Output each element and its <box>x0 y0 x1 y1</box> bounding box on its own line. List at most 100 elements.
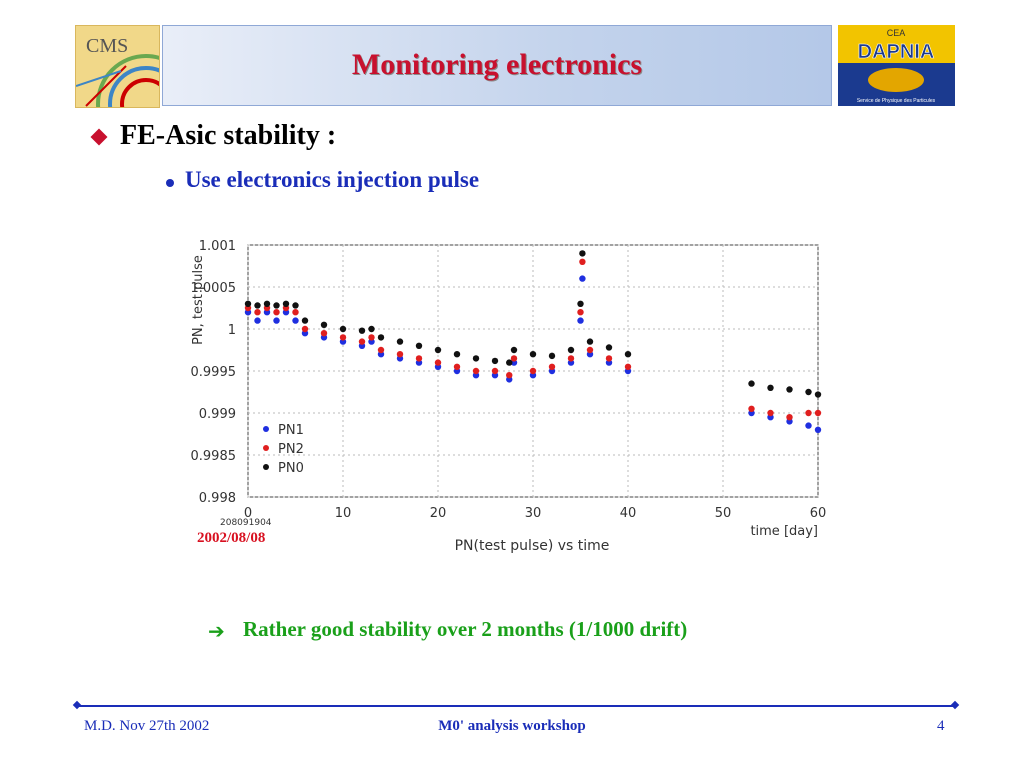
data-point-pn2 <box>579 258 586 265</box>
data-point-pn0 <box>786 386 793 393</box>
data-point-pn0 <box>767 384 774 391</box>
data-point-pn0 <box>491 357 499 365</box>
pn-stability-chart: 0.998 0.9985 0.999 0.9995 1 1.0005 1.001 0 10 20… <box>191 239 827 554</box>
y-tick-label: 1.0005 <box>191 281 237 296</box>
date-annotation: 2002/08/08 <box>197 530 266 546</box>
conclusion-text: Rather good stability over 2 months (1/1… <box>243 617 688 641</box>
data-point-pn0 <box>301 317 309 324</box>
x-tick-label: 60 <box>810 506 827 521</box>
data-point-pn0 <box>510 346 518 354</box>
data-point-pn0 <box>273 302 280 309</box>
data-point-pn1 <box>292 317 299 324</box>
data-point-pn1 <box>805 422 812 429</box>
x-tick-label: 20 <box>430 506 447 521</box>
x-origin-note: 208091904 <box>220 518 272 528</box>
x-tick-label: 50 <box>715 506 732 521</box>
data-point-pn0 <box>453 351 461 358</box>
data-point-pn2 <box>548 363 556 370</box>
x-tick-label: 0 <box>244 506 252 521</box>
data-point-pn0 <box>586 338 594 345</box>
x-axis-label: time [day] <box>750 524 818 539</box>
data-point-pn2 <box>506 372 513 379</box>
data-point-pn2 <box>805 409 812 417</box>
x-tick-label: 10 <box>335 506 352 521</box>
chart-legend: PN1 PN2 PN0 <box>263 423 304 476</box>
data-point-pn2 <box>577 309 584 316</box>
legend-label-pn2: PN2 <box>278 442 304 457</box>
data-point-pn0 <box>605 344 613 351</box>
data-point-pn2 <box>786 414 793 421</box>
data-point-pn2 <box>453 363 461 370</box>
y-tick-label: 0.999 <box>199 407 236 422</box>
data-point-pn0 <box>320 321 328 328</box>
legend-marker-pn1 <box>263 426 269 432</box>
legend-label-pn0: PN0 <box>278 461 304 476</box>
legend-marker-pn2 <box>263 445 269 451</box>
y-tick-labels: 0.998 0.9985 0.999 0.9995 1 1.0005 1.001 <box>191 239 237 506</box>
data-point-pn2 <box>415 355 423 362</box>
data-point-pn2 <box>434 359 442 366</box>
data-point-pn1 <box>273 317 280 324</box>
data-point-pn0 <box>292 302 299 309</box>
bullet-dot-icon <box>166 179 174 187</box>
data-point-pn0 <box>814 391 822 398</box>
data-point-pn0 <box>244 300 252 307</box>
data-point-pn0 <box>548 352 556 360</box>
data-point-pn2 <box>254 309 261 316</box>
data-points <box>244 250 822 433</box>
cms-logo: CMS <box>75 25 160 108</box>
y-tick-label: 1 <box>228 323 236 338</box>
dapnia-logo: CEA DAPNIA Service de Physique des Parti… <box>838 25 955 106</box>
data-point-pn0 <box>282 300 290 307</box>
cms-logo-text: CMS <box>86 35 128 57</box>
footer-author-date: M.D. Nov 27th 2002 <box>84 718 210 734</box>
data-point-pn2 <box>748 405 755 412</box>
data-point-pn0 <box>577 300 584 307</box>
x-tick-label: 30 <box>525 506 542 521</box>
slide-title: Monitoring electronics <box>351 48 643 81</box>
data-point-pn2 <box>358 338 366 345</box>
data-point-pn2 <box>320 330 328 337</box>
data-point-pn2 <box>529 367 537 375</box>
legend-label-pn1: PN1 <box>278 423 304 438</box>
x-tick-labels: 0 10 20 30 40 50 60 <box>244 506 826 521</box>
data-point-pn2 <box>491 367 499 375</box>
data-point-pn2 <box>301 325 309 333</box>
data-point-pn0 <box>748 380 755 387</box>
data-point-pn2 <box>510 355 518 362</box>
data-point-pn0 <box>368 325 375 333</box>
data-point-pn2 <box>292 309 299 316</box>
data-point-pn0 <box>396 338 404 345</box>
data-point-pn0 <box>263 300 271 307</box>
data-point-pn0 <box>805 388 812 396</box>
data-point-pn1 <box>577 317 584 324</box>
y-tick-label: 0.998 <box>199 491 236 506</box>
data-point-pn2 <box>472 367 480 375</box>
footer-divider <box>77 705 955 707</box>
data-point-pn0 <box>254 302 261 309</box>
data-point-pn0 <box>358 327 366 334</box>
page-number: 4 <box>937 718 945 734</box>
data-point-pn1 <box>814 426 822 433</box>
data-point-pn0 <box>567 346 575 354</box>
y-tick-label: 0.9985 <box>191 449 237 464</box>
bullet-diamond-icon <box>90 128 108 146</box>
dapnia-badge-text: CEA <box>887 28 906 38</box>
y-tick-label: 1.001 <box>199 239 236 254</box>
data-point-pn2 <box>767 409 774 417</box>
legend-marker-pn0 <box>263 464 269 470</box>
dapnia-logo-text: DAPNIA <box>858 41 935 63</box>
y-tick-label: 0.9995 <box>191 365 237 380</box>
data-point-pn2 <box>396 351 404 358</box>
data-point-pn2 <box>339 334 347 341</box>
data-point-pn0 <box>434 346 442 354</box>
data-point-pn2 <box>567 355 575 362</box>
data-point-pn0 <box>624 351 632 358</box>
data-point-pn2 <box>586 346 594 354</box>
data-point-pn2 <box>605 355 613 362</box>
data-point-pn1 <box>254 317 261 324</box>
data-point-pn0 <box>339 325 347 333</box>
bullet-level1-text: FE-Asic stability : <box>120 120 337 151</box>
footer-event: M0' analysis workshop <box>438 718 586 734</box>
data-point-pn2 <box>624 363 632 370</box>
